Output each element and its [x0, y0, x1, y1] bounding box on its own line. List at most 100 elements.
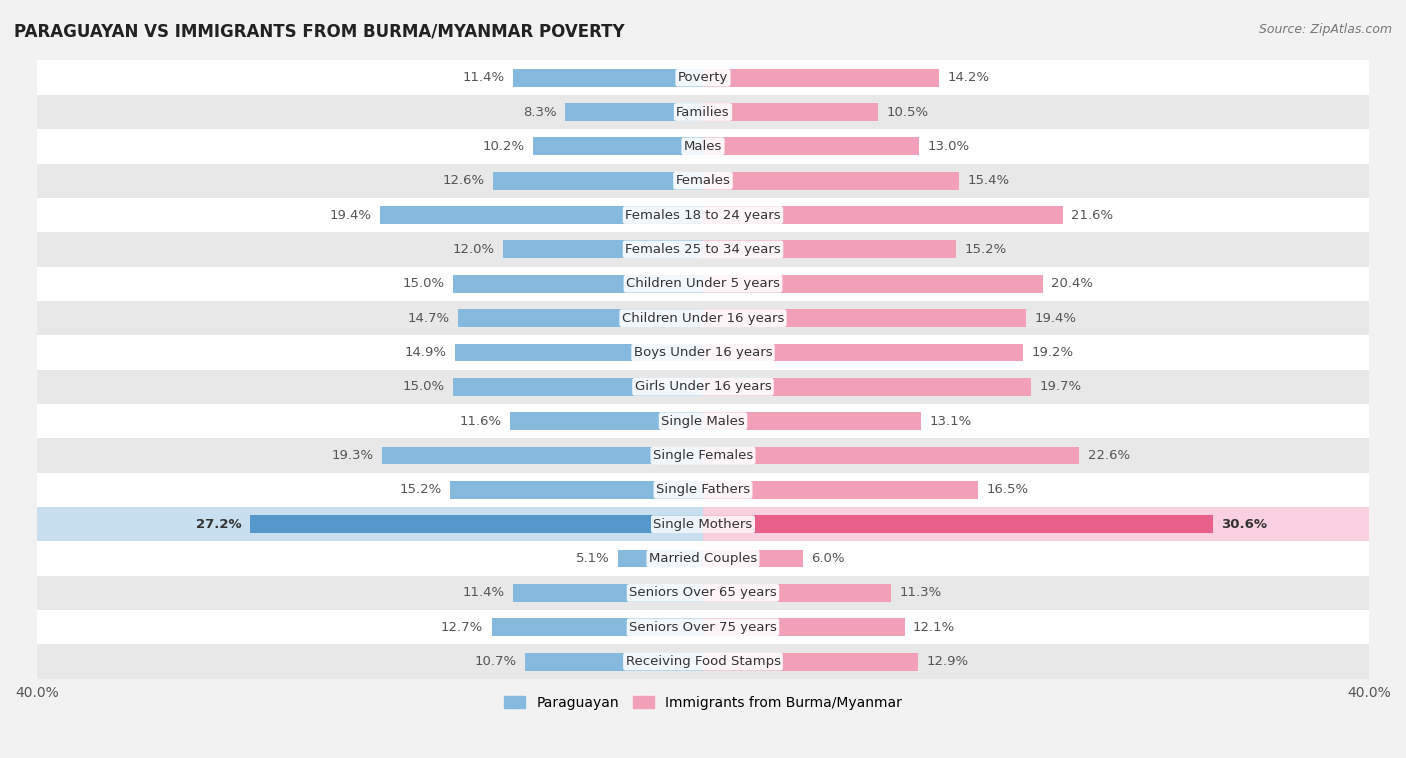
Text: 15.0%: 15.0%	[402, 277, 444, 290]
Bar	[453, 275, 703, 293]
Text: Children Under 16 years: Children Under 16 years	[621, 312, 785, 324]
Text: Single Females: Single Females	[652, 449, 754, 462]
Bar	[37, 404, 1369, 438]
Text: 11.4%: 11.4%	[463, 71, 505, 84]
Bar	[703, 343, 1022, 362]
Text: 14.7%: 14.7%	[408, 312, 450, 324]
Bar	[703, 137, 920, 155]
Bar	[37, 507, 703, 541]
Bar	[703, 172, 959, 190]
Text: 11.4%: 11.4%	[463, 587, 505, 600]
Text: 13.1%: 13.1%	[929, 415, 972, 428]
Bar	[456, 343, 703, 362]
Bar	[619, 550, 703, 568]
Bar	[503, 240, 703, 258]
Text: Seniors Over 65 years: Seniors Over 65 years	[628, 587, 778, 600]
Text: Married Couples: Married Couples	[650, 552, 756, 565]
Bar	[37, 95, 1369, 129]
Bar	[453, 378, 703, 396]
Bar	[37, 644, 1369, 678]
Bar	[250, 515, 703, 533]
Text: Receiving Food Stamps: Receiving Food Stamps	[626, 655, 780, 668]
Text: 10.5%: 10.5%	[886, 105, 928, 118]
Bar	[494, 172, 703, 190]
Text: 27.2%: 27.2%	[195, 518, 242, 531]
Bar	[450, 481, 703, 499]
Text: 19.4%: 19.4%	[1035, 312, 1077, 324]
Bar	[458, 309, 703, 327]
Bar	[703, 653, 918, 671]
Text: 5.1%: 5.1%	[576, 552, 610, 565]
Bar	[37, 576, 1369, 610]
Text: 12.7%: 12.7%	[441, 621, 484, 634]
Text: 12.6%: 12.6%	[443, 174, 485, 187]
Text: 13.0%: 13.0%	[928, 140, 970, 153]
Bar	[703, 378, 1031, 396]
Bar	[703, 412, 921, 430]
Text: 19.7%: 19.7%	[1039, 381, 1081, 393]
Text: 15.0%: 15.0%	[402, 381, 444, 393]
Bar	[37, 301, 1369, 335]
Text: Girls Under 16 years: Girls Under 16 years	[634, 381, 772, 393]
Bar	[513, 584, 703, 602]
Text: 16.5%: 16.5%	[986, 484, 1028, 496]
Text: 19.2%: 19.2%	[1031, 346, 1073, 359]
Bar	[524, 653, 703, 671]
Text: Single Mothers: Single Mothers	[654, 518, 752, 531]
Bar	[380, 206, 703, 224]
Text: Females 18 to 24 years: Females 18 to 24 years	[626, 208, 780, 221]
Bar	[37, 473, 1369, 507]
Bar	[513, 69, 703, 86]
Text: PARAGUAYAN VS IMMIGRANTS FROM BURMA/MYANMAR POVERTY: PARAGUAYAN VS IMMIGRANTS FROM BURMA/MYAN…	[14, 23, 624, 41]
Bar	[37, 61, 1369, 95]
Bar	[703, 206, 1063, 224]
Bar	[703, 619, 904, 636]
Bar	[37, 541, 1369, 576]
Text: 21.6%: 21.6%	[1071, 208, 1114, 221]
Bar	[37, 335, 1369, 370]
Bar	[37, 267, 1369, 301]
Text: Boys Under 16 years: Boys Under 16 years	[634, 346, 772, 359]
Bar	[703, 275, 1043, 293]
Text: 15.2%: 15.2%	[399, 484, 441, 496]
Text: 14.9%: 14.9%	[405, 346, 447, 359]
Bar	[37, 610, 1369, 644]
Bar	[703, 584, 891, 602]
Text: Females: Females	[675, 174, 731, 187]
Bar	[703, 69, 939, 86]
Text: 14.2%: 14.2%	[948, 71, 990, 84]
Text: 19.3%: 19.3%	[332, 449, 373, 462]
Bar	[381, 446, 703, 465]
Text: 6.0%: 6.0%	[811, 552, 845, 565]
Text: 11.3%: 11.3%	[900, 587, 942, 600]
Text: 15.4%: 15.4%	[967, 174, 1010, 187]
Text: Families: Families	[676, 105, 730, 118]
Text: Single Males: Single Males	[661, 415, 745, 428]
Bar	[37, 198, 1369, 232]
Bar	[703, 240, 956, 258]
Bar	[703, 550, 803, 568]
Bar	[565, 103, 703, 121]
Text: Source: ZipAtlas.com: Source: ZipAtlas.com	[1258, 23, 1392, 36]
Bar	[37, 438, 1369, 473]
Bar	[703, 309, 1026, 327]
Legend: Paraguayan, Immigrants from Burma/Myanmar: Paraguayan, Immigrants from Burma/Myanma…	[499, 690, 907, 715]
Text: Poverty: Poverty	[678, 71, 728, 84]
Text: Single Fathers: Single Fathers	[657, 484, 749, 496]
Text: 12.1%: 12.1%	[912, 621, 955, 634]
Bar	[37, 164, 1369, 198]
Text: 10.2%: 10.2%	[482, 140, 524, 153]
Bar	[703, 507, 1369, 541]
Text: Females 25 to 34 years: Females 25 to 34 years	[626, 243, 780, 256]
Text: Males: Males	[683, 140, 723, 153]
Text: 15.2%: 15.2%	[965, 243, 1007, 256]
Bar	[703, 103, 877, 121]
Text: 12.9%: 12.9%	[927, 655, 969, 668]
Text: 12.0%: 12.0%	[453, 243, 495, 256]
Text: 20.4%: 20.4%	[1052, 277, 1092, 290]
Bar	[37, 370, 1369, 404]
Bar	[510, 412, 703, 430]
Text: Children Under 5 years: Children Under 5 years	[626, 277, 780, 290]
Bar	[703, 481, 977, 499]
Text: 22.6%: 22.6%	[1088, 449, 1130, 462]
